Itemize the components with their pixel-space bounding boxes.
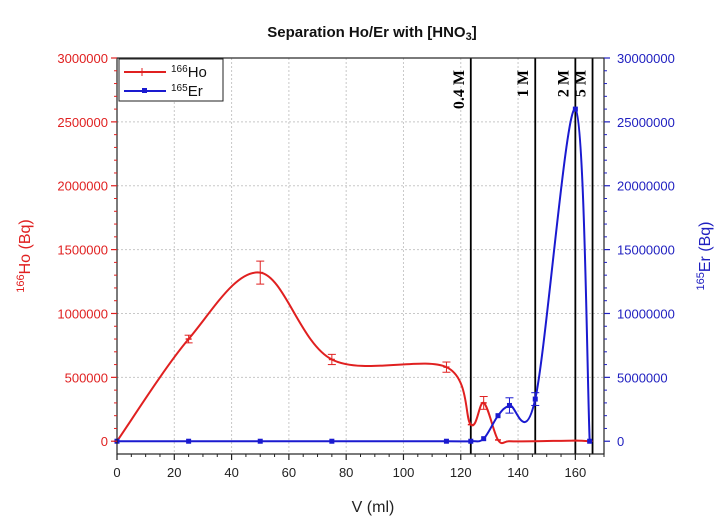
y-left-tick-label: 0 — [101, 434, 108, 449]
x-tick-label: 40 — [224, 465, 238, 480]
y-axis-left-label-text: Ho (Bq) — [17, 219, 34, 274]
x-tick-label: 100 — [393, 465, 415, 480]
y-axis-right-label-text: Er (Bq) — [697, 221, 714, 272]
y-axis-right-label-sup: 165 — [695, 272, 707, 290]
axis-ticks: 0 20 40 60 80 100 120 140 160 0 500000 1000000 15000… — [57, 51, 674, 480]
x-tick-label: 0 — [113, 465, 120, 480]
legend-er-label: 165Er — [171, 83, 203, 100]
concentration-label: 5 M — [573, 70, 590, 97]
concentration-label: 0.4 M — [451, 70, 468, 109]
y-left-tick-label: 3000000 — [57, 51, 108, 66]
er-data-point — [572, 106, 578, 112]
er-data-point — [481, 436, 487, 442]
er-series-line — [117, 108, 591, 443]
er-data-point — [468, 438, 474, 444]
y-left-tick-label: 1500000 — [57, 243, 108, 258]
er-data-point — [587, 438, 593, 444]
y-right-tick-label: 20000000 — [617, 179, 675, 194]
concentration-label: 1 M — [515, 70, 532, 97]
legend-er-sup: 165 — [171, 83, 188, 94]
legend-ho-name: Ho — [188, 64, 207, 81]
x-tick-label: 20 — [167, 465, 181, 480]
y-left-tick-label: 500000 — [65, 370, 108, 385]
chart-title-main: Separation Ho/Er with [HNO — [267, 24, 466, 41]
y-right-tick-label: 10000000 — [617, 306, 675, 321]
data-series — [114, 106, 593, 445]
y-right-tick-label: 30000000 — [617, 51, 675, 66]
legend-er-name: Er — [188, 83, 203, 100]
y-right-tick-label: 0 — [617, 434, 624, 449]
legend-er-marker — [142, 88, 147, 93]
er-data-point — [329, 438, 335, 444]
legend-ho-sup: 166 — [171, 64, 188, 75]
er-data-point — [506, 402, 512, 408]
y-left-tick-label: 1000000 — [57, 306, 108, 321]
x-tick-label: 60 — [282, 465, 296, 480]
legend-ho-label: 166Ho — [171, 64, 207, 81]
y-right-tick-label: 5000000 — [617, 370, 668, 385]
er-data-point — [186, 438, 192, 444]
y-right-tick-label: 15000000 — [617, 243, 675, 258]
x-tick-label: 120 — [450, 465, 472, 480]
chart-title: Separation Ho/Er with [HNO3] — [267, 24, 476, 43]
er-data-point — [443, 438, 449, 444]
er-data-point — [532, 396, 538, 402]
y-left-tick-label: 2000000 — [57, 179, 108, 194]
x-axis-label: V (ml) — [352, 499, 395, 516]
chart-title-end: ] — [472, 24, 477, 41]
er-data-point — [495, 413, 501, 419]
y-axis-left-label-sup: 166 — [15, 274, 27, 292]
x-tick-label: 140 — [507, 465, 529, 480]
concentration-label: 2 M — [555, 70, 572, 97]
x-tick-label: 80 — [339, 465, 353, 480]
legend: 166Ho 165Er — [118, 58, 224, 102]
y-axis-left-label: 166Ho (Bq) — [15, 219, 34, 292]
chart-title-sub: 3 — [466, 31, 472, 43]
y-right-tick-label: 25000000 — [617, 115, 675, 130]
y-axis-right-label: 165Er (Bq) — [695, 221, 714, 290]
x-tick-label: 160 — [565, 465, 587, 480]
er-data-point — [257, 438, 263, 444]
y-left-tick-label: 2500000 — [57, 115, 108, 130]
legend-box — [118, 58, 224, 102]
